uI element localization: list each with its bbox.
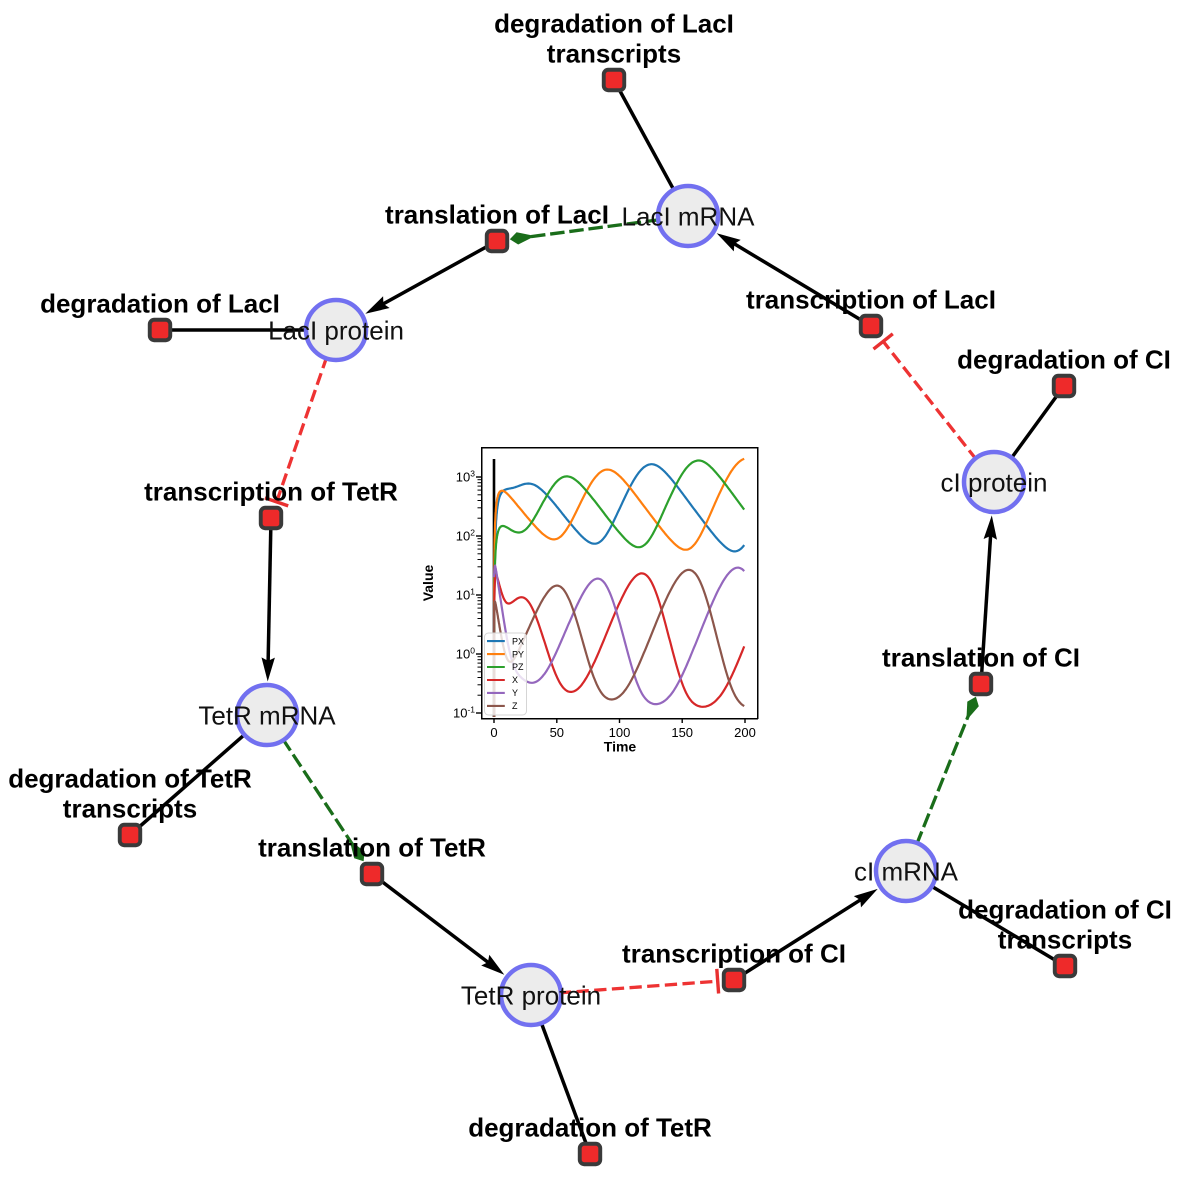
svg-text:transcripts: transcripts xyxy=(547,39,681,69)
svg-text:TetR mRNA: TetR mRNA xyxy=(198,701,336,731)
svg-text:translation of CI: translation of CI xyxy=(882,643,1080,673)
svg-text:200: 200 xyxy=(734,725,756,740)
svg-text:transcription of LacI: transcription of LacI xyxy=(746,285,996,315)
svg-text:0: 0 xyxy=(490,725,497,740)
svg-text:cI mRNA: cI mRNA xyxy=(854,857,959,887)
svg-text:degradation of TetR: degradation of TetR xyxy=(8,764,252,794)
svg-text:degradation of LacI: degradation of LacI xyxy=(494,9,734,39)
svg-text:translation of LacI: translation of LacI xyxy=(385,200,609,230)
svg-text:Z: Z xyxy=(512,701,518,711)
svg-text:50: 50 xyxy=(550,725,564,740)
svg-text:transcription of CI: transcription of CI xyxy=(622,939,846,969)
svg-text:LacI mRNA: LacI mRNA xyxy=(622,202,756,232)
svg-text:translation of TetR: translation of TetR xyxy=(258,833,486,863)
svg-text:100: 100 xyxy=(609,725,631,740)
svg-text:degradation of CI: degradation of CI xyxy=(958,895,1172,925)
svg-text:PX: PX xyxy=(512,636,524,646)
svg-text:Y: Y xyxy=(512,688,518,698)
svg-text:degradation of TetR: degradation of TetR xyxy=(468,1113,712,1143)
svg-text:cI protein: cI protein xyxy=(941,468,1048,498)
svg-text:degradation of LacI: degradation of LacI xyxy=(40,289,280,319)
svg-text:TetR protein: TetR protein xyxy=(461,981,601,1011)
svg-text:X: X xyxy=(512,675,518,685)
svg-text:PY: PY xyxy=(512,649,524,659)
svg-text:transcripts: transcripts xyxy=(63,794,197,824)
svg-text:transcription of TetR: transcription of TetR xyxy=(144,477,398,507)
svg-text:degradation of CI: degradation of CI xyxy=(957,345,1171,375)
svg-text:Time: Time xyxy=(604,739,637,755)
svg-text:Value: Value xyxy=(420,565,436,602)
svg-text:PZ: PZ xyxy=(512,662,524,672)
svg-text:transcripts: transcripts xyxy=(998,925,1132,955)
svg-text:150: 150 xyxy=(671,725,693,740)
svg-text:LacI protein: LacI protein xyxy=(268,316,404,346)
